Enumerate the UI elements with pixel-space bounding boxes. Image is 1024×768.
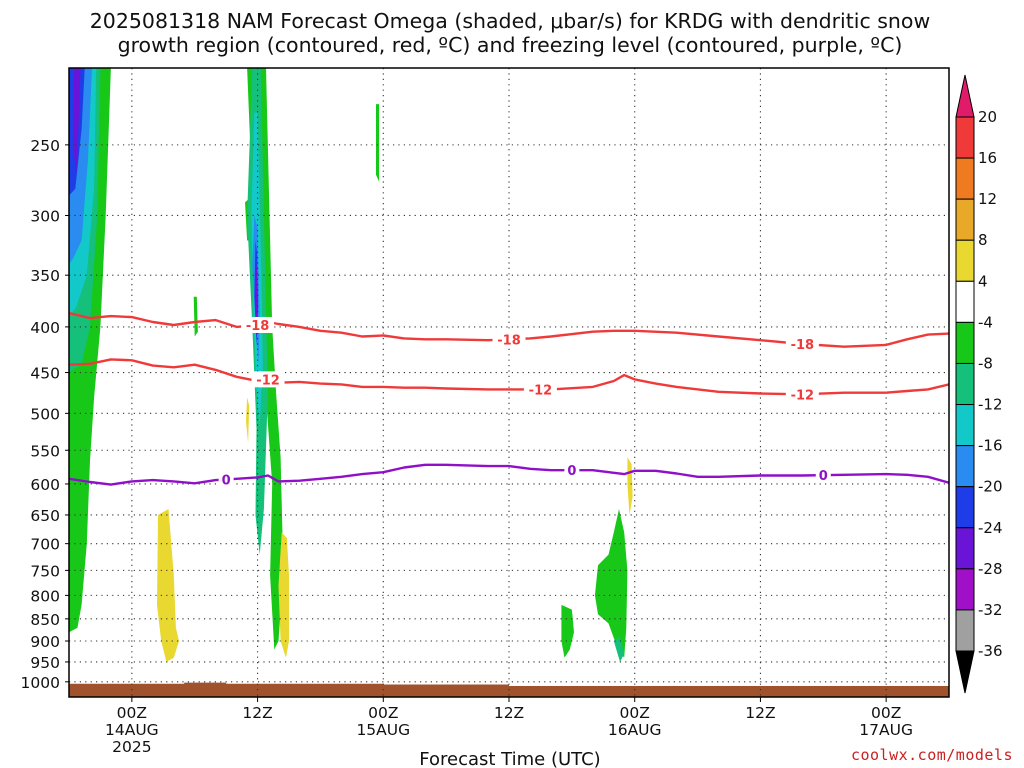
colorbar-label--28: -28 <box>978 560 1003 578</box>
contour-label-bg <box>251 371 285 388</box>
colorbar-label-4: 4 <box>978 272 988 290</box>
y-tick-label-650: 650 <box>30 507 60 525</box>
contour-label-bg <box>785 335 819 352</box>
omega-region-18 <box>278 532 289 658</box>
omega-region-13 <box>376 104 380 182</box>
colorbar-label-8: 8 <box>978 231 988 249</box>
y-tick-label-850: 850 <box>30 611 60 629</box>
y-axis-ticks: 250 300 350 400 450 500 550 600 650 700 750 800 850 9… <box>21 137 69 692</box>
colorbar-label-12: 12 <box>978 190 997 208</box>
y-tick-label-300: 300 <box>30 207 60 225</box>
omega-region-17 <box>157 509 179 662</box>
y-tick-label-450: 450 <box>30 365 60 383</box>
contour-label-bg <box>241 316 275 333</box>
x-axis-label: Forecast Time (UTC) <box>419 749 600 768</box>
contour-label-0: 0 <box>222 473 231 488</box>
contour-label-bg <box>218 471 234 488</box>
x-tick-label-48-1: 16AUG <box>608 721 662 739</box>
contour-label--18: -18 <box>246 319 270 334</box>
colorbar-label--4: -4 <box>978 313 993 331</box>
colorbar-swatch-10 <box>955 527 975 570</box>
contour-line--18 <box>69 311 949 348</box>
colorbar-top-arrow <box>955 74 975 118</box>
colorbar-swatch-4 <box>955 280 975 323</box>
y-tick-label-250: 250 <box>30 137 60 155</box>
contour-label-bg <box>564 462 580 479</box>
x-tick-label-36-0: 12Z <box>494 704 524 722</box>
y-tick-label-400: 400 <box>30 319 60 337</box>
colorbar-label-16: 16 <box>978 149 997 167</box>
contour-label-bg <box>492 331 526 348</box>
colorbar-swatch-5 <box>955 321 975 364</box>
x-tick-label-72-0: 00Z <box>871 704 901 722</box>
contour-label--18: -18 <box>791 338 815 353</box>
omega-region-12 <box>193 296 198 337</box>
colorbar-swatch-9 <box>955 486 975 529</box>
y-tick-label-800: 800 <box>30 587 60 605</box>
chart-title-line-1: 2025081318 NAM Forecast Omega (shaded, μ… <box>90 9 930 33</box>
x-tick-label-0-1: 14AUG <box>105 721 159 739</box>
contour-label-0: 0 <box>819 469 828 484</box>
y-tick-label-950: 950 <box>30 654 60 672</box>
omega-region-20 <box>246 397 250 444</box>
x-tick-label-0-2: 2025 <box>112 738 151 756</box>
omega-region-15 <box>594 509 628 658</box>
colorbar-bottom-arrow <box>955 650 975 694</box>
contour-label--12: -12 <box>529 383 553 398</box>
colorbar-label--24: -24 <box>978 519 1003 537</box>
colorbar-label-20: 20 <box>978 108 997 126</box>
contour-line--12 <box>69 358 949 396</box>
y-tick-label-750: 750 <box>30 562 60 580</box>
x-tick-label-60-0: 12Z <box>745 704 775 722</box>
colorbar-swatch-7 <box>955 404 975 447</box>
colorbar-label--16: -16 <box>978 437 1003 455</box>
colorbar-swatch-6 <box>955 362 975 406</box>
y-tick-label-900: 900 <box>30 633 60 651</box>
x-tick-label-48-0: 00Z <box>620 704 650 722</box>
colorbar-label--20: -20 <box>978 478 1003 496</box>
y-tick-label-350: 350 <box>30 267 60 285</box>
omega-region-14 <box>561 604 574 658</box>
contour-label-bg <box>815 467 831 484</box>
x-tick-label-24-1: 15AUG <box>356 721 410 739</box>
colorbar-swatch-3 <box>955 239 975 282</box>
omega-region-5 <box>73 68 81 175</box>
y-tick-label-550: 550 <box>30 442 60 460</box>
colorbar-swatch-1 <box>955 157 975 200</box>
colorbar-label--8: -8 <box>978 354 993 372</box>
colorbar-label--36: -36 <box>978 642 1003 660</box>
contour-label-0: 0 <box>567 464 576 479</box>
colorbar-swatch-12 <box>955 609 975 652</box>
y-tick-label-600: 600 <box>30 476 60 494</box>
omega-region-19 <box>627 457 633 515</box>
contour-label--18: -18 <box>497 333 521 348</box>
temperature-contours: -18 -18 -18 -12 -12 -12 0 0 0 <box>69 311 949 488</box>
credit-text: coolwx.com/models <box>851 746 1013 764</box>
colorbar: 20 16 12 8 4 -4 -8 -12 -16 -20 -24 -28 -32 -36 <box>955 74 1003 694</box>
contour-label-bg <box>785 386 819 403</box>
colorbar-swatch-8 <box>955 445 975 488</box>
y-tick-label-1000: 1000 <box>21 674 60 692</box>
omega-region-16 <box>613 636 625 662</box>
colorbar-label--12: -12 <box>978 396 1003 414</box>
y-tick-label-700: 700 <box>30 536 60 554</box>
grid-lines <box>69 68 949 697</box>
x-tick-label-72-1: 17AUG <box>859 721 913 739</box>
colorbar-swatch-11 <box>955 568 975 611</box>
contour-line-0 <box>69 463 949 486</box>
x-tick-label-24-0: 00Z <box>368 704 398 722</box>
chart-title-line-2: growth region (contoured, red, ºC) and f… <box>118 33 903 57</box>
colorbar-swatch-0 <box>955 116 975 159</box>
y-tick-label-500: 500 <box>30 405 60 423</box>
colorbar-swatch-2 <box>955 198 975 241</box>
contour-label--12: -12 <box>256 373 280 388</box>
contour-label--12: -12 <box>791 388 815 403</box>
colorbar-label--32: -32 <box>978 601 1003 619</box>
contour-label-bg <box>523 381 557 398</box>
x-tick-label-0-0: 00Z <box>117 704 147 722</box>
x-tick-label-12-0: 12Z <box>242 704 272 722</box>
